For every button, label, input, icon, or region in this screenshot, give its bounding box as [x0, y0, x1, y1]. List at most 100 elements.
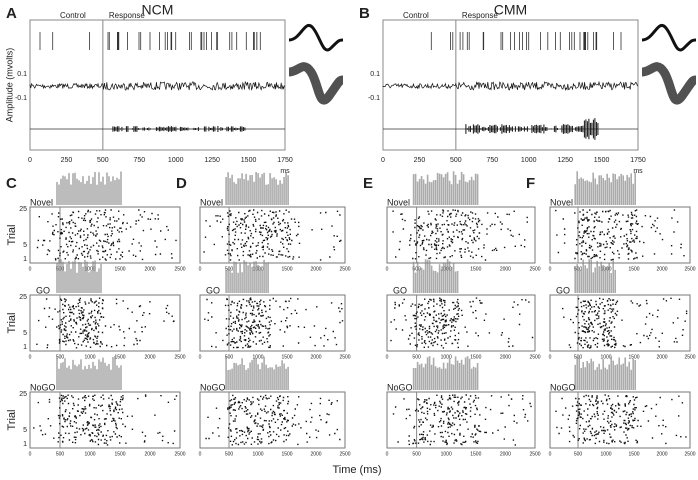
y-tick-label: 0.1 — [17, 71, 27, 78]
x-tick-label: 1750 — [277, 157, 293, 164]
x-tick-label: 500 — [574, 451, 583, 457]
x-tick-label: 1000 — [521, 157, 537, 164]
y-tick-label: -0.1 — [15, 95, 27, 102]
x-tick-label: 1500 — [628, 266, 639, 272]
y-axis-label: Trial — [6, 410, 18, 431]
x-tick-label: 0 — [199, 266, 202, 272]
spike-dots — [205, 394, 341, 446]
x-tick-label: 1000 — [252, 451, 263, 457]
panel-title: NCM — [142, 2, 174, 18]
x-tick-label: 0 — [549, 266, 552, 272]
x-tick-label: 2500 — [174, 354, 185, 360]
x-tick-label: 2000 — [310, 451, 321, 457]
spectrogram — [56, 356, 122, 390]
condition-label: Novel — [30, 197, 53, 207]
x-tick-label: 500 — [225, 354, 234, 360]
spike-dots — [392, 209, 528, 261]
x-tick-label: 0 — [29, 354, 32, 360]
spike-dots — [203, 209, 342, 261]
y-tick-label: 1 — [23, 256, 27, 263]
y-axis-label: Trial — [6, 313, 18, 334]
raster-frame — [549, 206, 691, 264]
spike-envelope — [112, 126, 246, 132]
x-tick-label: 2000 — [500, 451, 511, 457]
x-tick-label: 1000 — [84, 266, 95, 272]
x-tick-label: 750 — [486, 157, 498, 164]
panel-letter: E — [363, 175, 373, 192]
panel-letter: A — [6, 5, 17, 22]
spike-raster — [39, 32, 261, 50]
x-tick-label: 2000 — [310, 266, 321, 272]
raster-frame — [29, 391, 181, 449]
x-tick-label: 500 — [97, 157, 109, 164]
x-axis-label: Time (ms) — [332, 464, 381, 476]
x-tick-label: 1500 — [470, 266, 481, 272]
x-tick-label: 2500 — [174, 451, 185, 457]
x-tick-label: 1500 — [470, 451, 481, 457]
y-tick-label: 5 — [23, 427, 27, 434]
spike-dots — [392, 394, 532, 446]
x-tick-label: 500 — [450, 157, 462, 164]
x-tick-label: 500 — [574, 354, 583, 360]
waveform-overlay — [288, 62, 344, 105]
x-tick-label: 1000 — [168, 157, 184, 164]
x-tick-label: 500 — [412, 266, 421, 272]
spectrogram — [56, 171, 122, 205]
spectrogram — [225, 172, 289, 205]
condition-label: GO — [36, 285, 50, 295]
spectrogram — [412, 259, 459, 293]
panel-letter: F — [526, 175, 535, 192]
panel-title: CMM — [494, 2, 527, 18]
spectrogram — [412, 356, 479, 390]
spectrogram — [56, 259, 102, 293]
x-tick-label: 1500 — [281, 354, 292, 360]
control-label: Control — [403, 11, 429, 20]
spike-dots — [562, 297, 688, 349]
voltage-trace — [382, 80, 638, 92]
condition-label: Novel — [387, 197, 410, 207]
x-tick-label: 1250 — [557, 157, 573, 164]
x-tick-label: 0 — [381, 157, 385, 164]
x-tick-label: 500 — [56, 354, 65, 360]
panel-letter: C — [6, 175, 17, 192]
x-tick-label: 0 — [386, 266, 389, 272]
y-tick-label: -0.1 — [368, 95, 380, 102]
x-tick-label: 2500 — [529, 354, 540, 360]
x-tick-label: 2500 — [339, 266, 350, 272]
x-tick-label: 500 — [56, 266, 65, 272]
spectrogram — [225, 259, 269, 293]
x-tick-label: 1750 — [630, 157, 646, 164]
x-tick-label: 1000 — [600, 354, 611, 360]
x-tick-label: 2500 — [339, 354, 350, 360]
y-tick-label: 1 — [23, 441, 27, 448]
raster-frame — [386, 206, 536, 264]
x-tick-label: 0 — [386, 354, 389, 360]
raster-frame — [29, 294, 181, 352]
x-tick-label: 2000 — [656, 451, 667, 457]
response-label: Response — [462, 11, 499, 20]
raster-frame — [549, 391, 691, 449]
x-tick-label: 2500 — [684, 451, 695, 457]
raster-frame — [199, 294, 346, 352]
x-tick-label: 1000 — [252, 354, 263, 360]
x-tick-label: 0 — [29, 451, 32, 457]
spike-raster — [430, 32, 622, 50]
x-tick-label: 2500 — [174, 266, 185, 272]
spectrogram — [574, 171, 636, 205]
y-tick-label: 25 — [19, 206, 27, 213]
x-tick-label: 2500 — [529, 266, 540, 272]
condition-label: Novel — [550, 197, 573, 207]
x-tick-label: 0 — [549, 451, 552, 457]
x-tick-label: 250 — [414, 157, 426, 164]
spectrogram — [574, 259, 616, 293]
x-tick-label: 500 — [225, 451, 234, 457]
x-tick-label: 1500 — [281, 451, 292, 457]
x-tick-label: 2000 — [144, 354, 155, 360]
x-unit: ms — [280, 168, 290, 175]
x-tick-label: 1500 — [114, 354, 125, 360]
x-tick-label: 2500 — [684, 266, 695, 272]
spike-dots — [36, 209, 177, 261]
spike-dots — [204, 297, 344, 349]
y-tick-label: 0.1 — [370, 71, 380, 78]
y-axis-label: Amplitude (mvolts) — [4, 48, 14, 123]
